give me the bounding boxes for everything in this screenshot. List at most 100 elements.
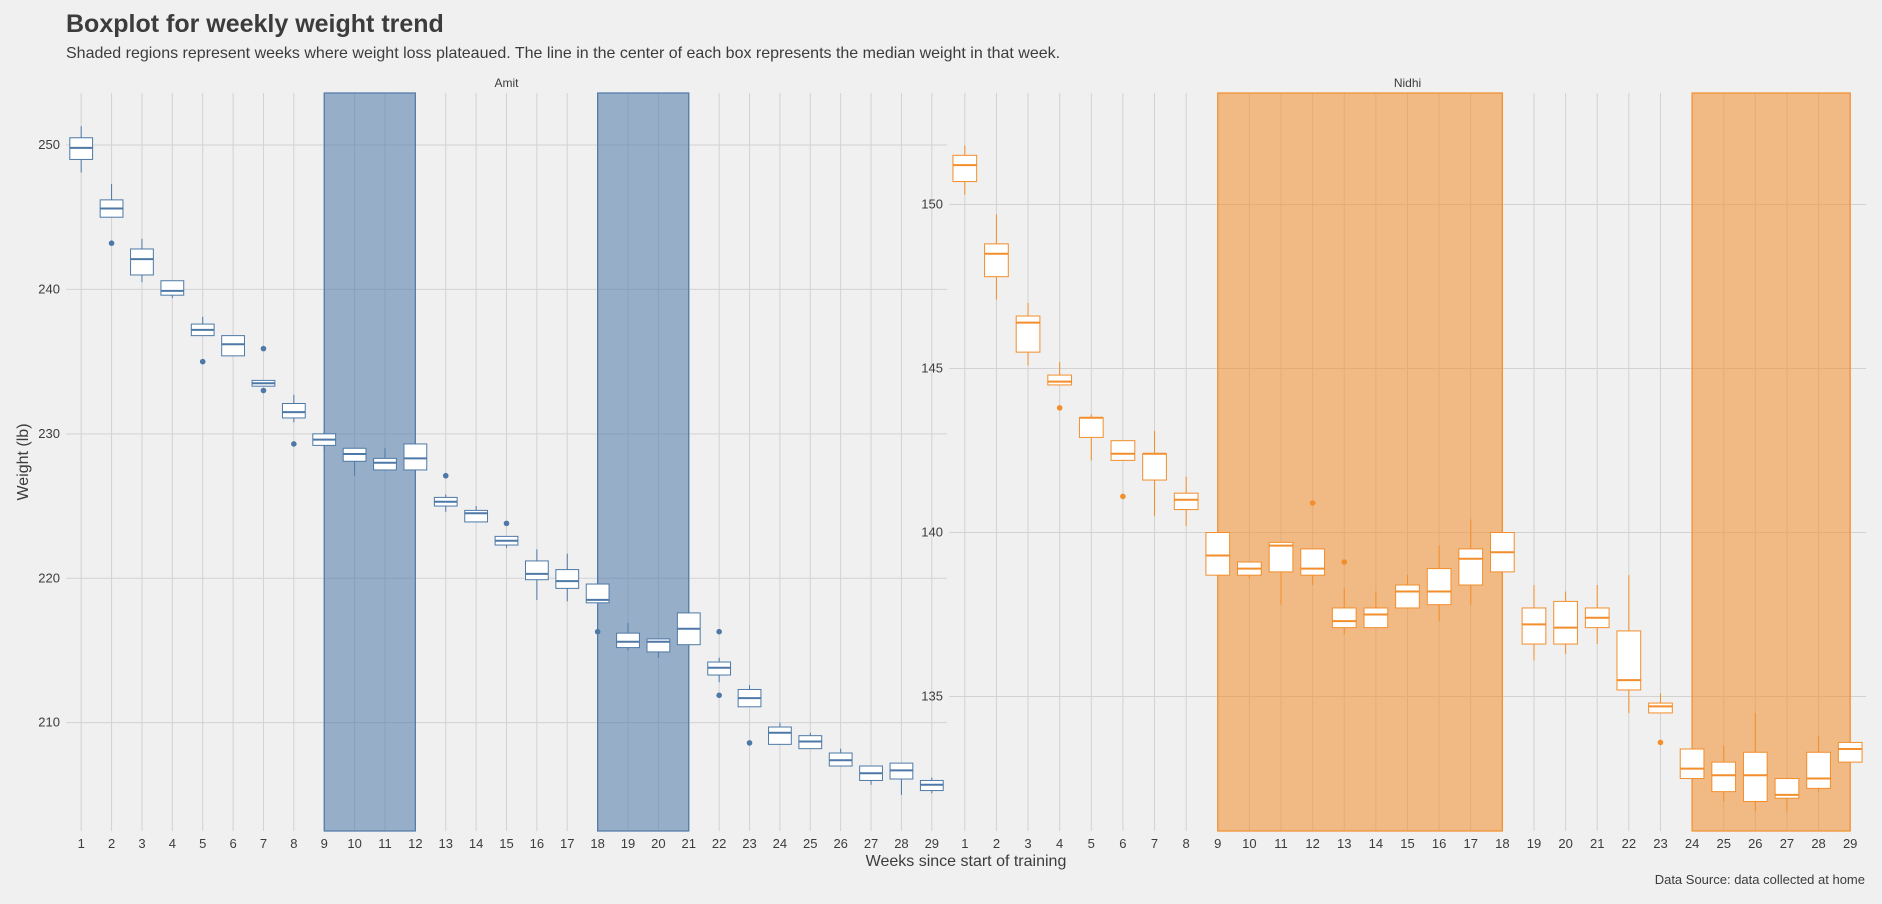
- outlier-point: [746, 740, 753, 746]
- box-week-4: [160, 280, 185, 299]
- y-tick-label: 220: [38, 570, 60, 585]
- x-tick-label: 14: [1369, 836, 1383, 851]
- box-week-11: [1268, 541, 1294, 605]
- y-tick-label: 230: [38, 426, 60, 441]
- x-tick-label: 17: [560, 836, 574, 851]
- outlier-point: [1309, 500, 1316, 506]
- y-tick-label: 240: [38, 281, 60, 296]
- x-tick-label: 26: [1748, 836, 1762, 851]
- y-tick-label: 145: [921, 361, 943, 376]
- x-tick-label: 21: [682, 836, 696, 851]
- box-iqr: [1616, 630, 1642, 691]
- x-tick-label: 13: [1337, 836, 1351, 851]
- box-week-7: [251, 345, 276, 394]
- x-tick-label: 5: [199, 836, 206, 851]
- box-iqr: [1458, 548, 1484, 586]
- box-week-7: [1142, 430, 1167, 517]
- box-week-18: [585, 575, 610, 635]
- box-week-9: [1205, 532, 1231, 576]
- box-iqr: [768, 726, 792, 745]
- x-tick-label: 19: [1527, 836, 1541, 851]
- box-week-13: [433, 472, 458, 512]
- x-tick-label: 21: [1590, 836, 1604, 851]
- box-iqr: [1806, 751, 1831, 789]
- outlier-point: [1056, 405, 1063, 411]
- outlier-point: [716, 628, 722, 635]
- box-week-20: [646, 638, 671, 658]
- y-tick-label: 250: [38, 137, 60, 152]
- x-tick-label: 26: [833, 836, 847, 851]
- box-week-10: [1237, 561, 1262, 579]
- x-tick-label: 27: [1780, 836, 1794, 851]
- x-tick-label: 25: [803, 836, 817, 851]
- box-week-2: [99, 183, 124, 246]
- chart-subtitle: Shaded regions represent weeks where wei…: [66, 45, 1061, 62]
- x-tick-label: 12: [1305, 836, 1319, 851]
- x-tick-label: 22: [712, 836, 726, 851]
- outlier-point: [1120, 493, 1126, 500]
- box-week-2: [984, 214, 1009, 300]
- outlier-point: [260, 387, 267, 394]
- box-week-3: [1015, 302, 1041, 366]
- x-tick-label: 19: [621, 836, 635, 851]
- x-tick-label: 15: [1400, 836, 1414, 851]
- x-tick-label: 17: [1464, 836, 1478, 851]
- box-iqr: [1426, 568, 1452, 606]
- box-iqr: [130, 248, 154, 276]
- y-axis-title: Weight (lb): [15, 423, 32, 500]
- box-week-6: [1110, 440, 1136, 500]
- box-iqr: [616, 632, 640, 649]
- x-tick-label: 12: [408, 836, 422, 851]
- x-tick-label: 18: [590, 836, 604, 851]
- box-week-12: [1300, 500, 1325, 585]
- box-iqr: [1742, 751, 1768, 802]
- data-source-caption: Data Source: data collected at home: [1654, 872, 1865, 887]
- x-tick-label: 4: [1056, 836, 1063, 851]
- box-iqr: [281, 403, 306, 419]
- x-tick-label: 20: [651, 836, 665, 851]
- x-tick-label: 8: [1183, 836, 1190, 851]
- box-iqr: [1774, 778, 1800, 799]
- box-week-5: [190, 316, 215, 365]
- x-tick-label: 22: [1622, 836, 1636, 851]
- plateau-region: [323, 92, 416, 832]
- outlier-point: [1657, 739, 1664, 746]
- box-week-1: [952, 145, 978, 195]
- x-tick-label: 20: [1558, 836, 1572, 851]
- box-week-21: [676, 612, 701, 646]
- box-iqr: [373, 457, 397, 471]
- x-tick-label: 3: [1024, 836, 1031, 851]
- box-iqr: [1078, 417, 1104, 438]
- box-week-24: [1679, 748, 1705, 786]
- box-iqr: [952, 154, 978, 183]
- box-iqr: [1679, 748, 1705, 780]
- box-iqr: [1173, 492, 1199, 511]
- x-tick-label: 8: [290, 836, 297, 851]
- x-tick-label: 5: [1088, 836, 1095, 851]
- box-week-9: [312, 430, 337, 450]
- box-week-10: [342, 447, 367, 476]
- box-week-18: [1490, 532, 1515, 579]
- box-week-8: [281, 394, 306, 447]
- box-iqr: [1205, 532, 1231, 576]
- box-iqr: [221, 335, 245, 357]
- box-week-19: [1521, 585, 1547, 661]
- box-iqr: [524, 560, 549, 581]
- box-iqr: [1553, 600, 1578, 645]
- x-tick-label: 23: [1653, 836, 1667, 851]
- x-tick-label: 7: [260, 836, 267, 851]
- x-tick-label: 10: [347, 836, 361, 851]
- box-iqr: [1015, 315, 1041, 353]
- box-iqr: [1395, 584, 1420, 609]
- box-week-5: [1078, 414, 1104, 461]
- box-week-21: [1584, 585, 1610, 645]
- box-week-22: [707, 628, 732, 699]
- outlier-point: [503, 520, 510, 527]
- x-axis-title: Weeks since start of training: [866, 853, 1067, 870]
- y-tick-label: 150: [921, 197, 943, 212]
- box-iqr: [1300, 548, 1325, 576]
- x-tick-label: 29: [1843, 836, 1857, 851]
